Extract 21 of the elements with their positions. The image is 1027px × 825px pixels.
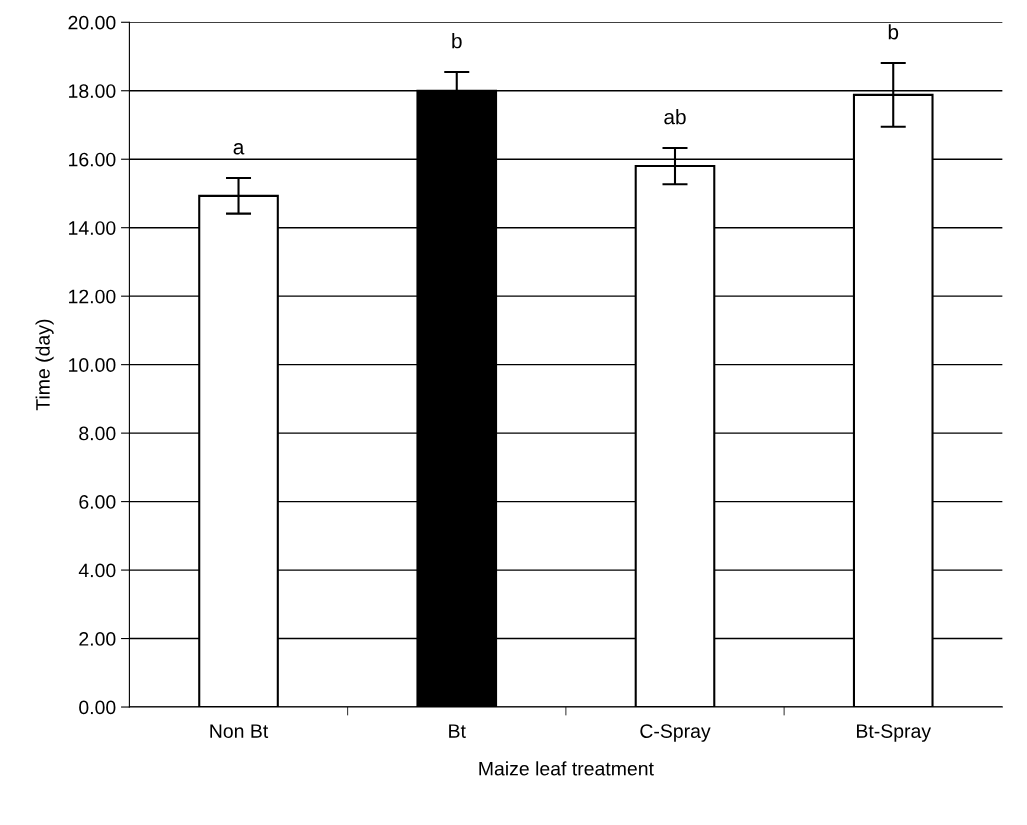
annotation: b [452, 33, 462, 49]
x-tick-label: Non Bt [210, 724, 269, 738]
y-axis-title: Time (day) [35, 319, 54, 411]
y-tick-label: 12.00 [69, 289, 116, 304]
y-tick-label: 8.00 [79, 426, 116, 441]
y-tick-label: 14.00 [69, 221, 116, 235]
annotation: a [233, 143, 245, 155]
annotation: b [888, 24, 899, 40]
x-tick-label: Bt-Spray [857, 724, 932, 742]
y-tick-label: 16.00 [69, 152, 116, 167]
y-tick-label: 18.00 [69, 84, 116, 98]
x-tick-label: Bt [449, 724, 466, 738]
y-tick-label: 4.00 [78, 563, 116, 578]
y-tick-label: 6.00 [79, 495, 116, 509]
y-tick-label: 0.00 [79, 700, 116, 715]
y-tick-label: 20.00 [68, 15, 116, 30]
x-tick-label: C-Spray [640, 724, 711, 742]
y-tick-label: 10.00 [69, 358, 116, 372]
annotation: ab [664, 109, 686, 125]
y-tick-label: 2.00 [79, 632, 116, 646]
x-axis-title: Maize leaf treatment [479, 761, 654, 776]
